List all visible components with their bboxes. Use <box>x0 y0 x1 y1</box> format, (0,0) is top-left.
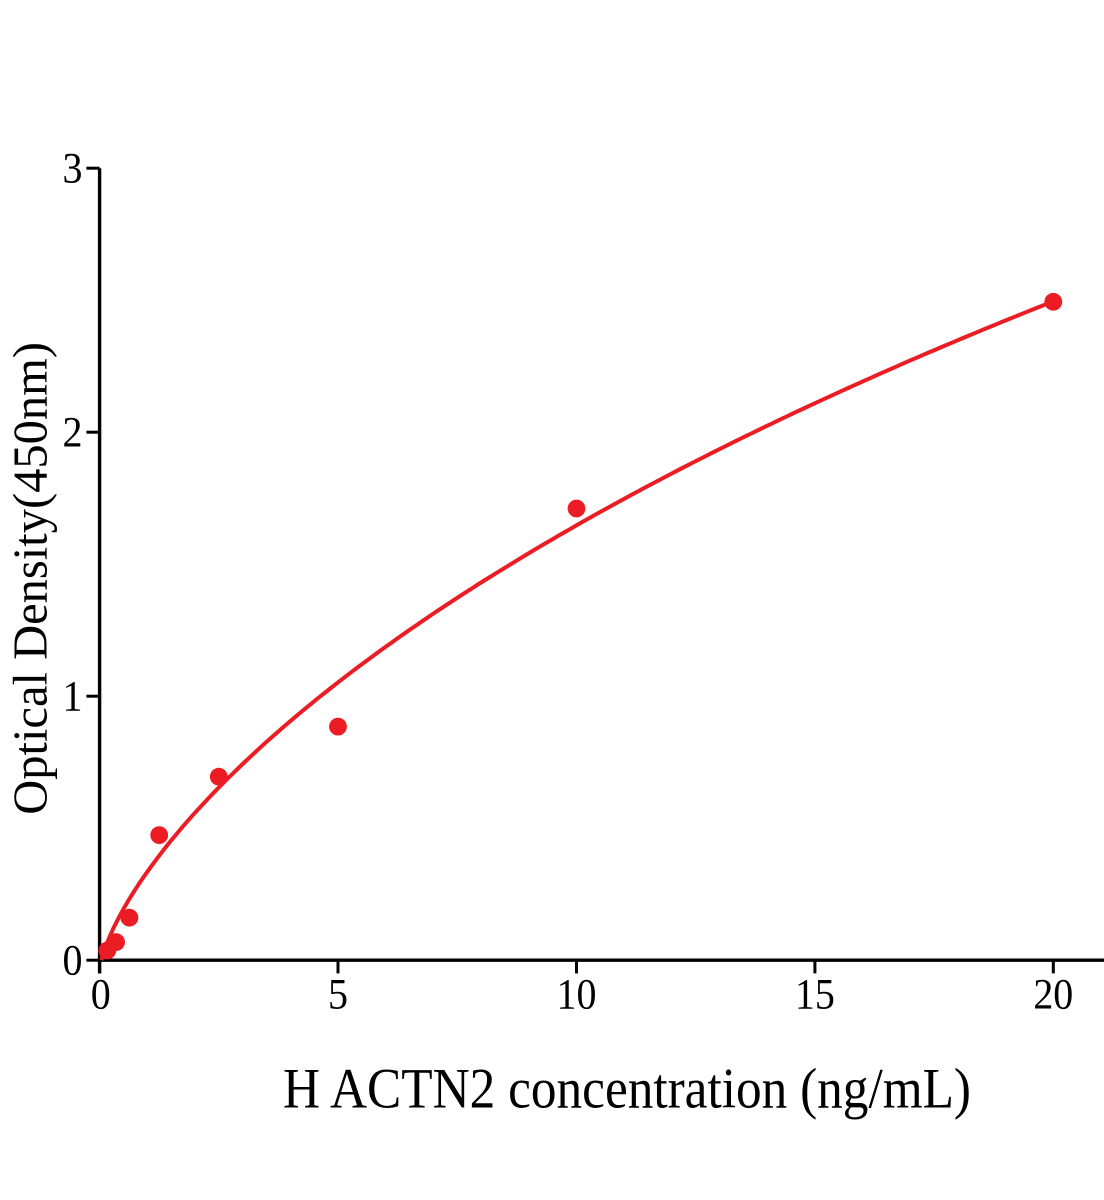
svg-text:1: 1 <box>63 672 83 720</box>
svg-text:10: 10 <box>557 970 597 1018</box>
svg-text:2: 2 <box>63 408 83 456</box>
svg-text:3: 3 <box>63 144 83 192</box>
svg-text:15: 15 <box>795 970 835 1018</box>
svg-text:20: 20 <box>1033 970 1073 1018</box>
svg-text:Optical Density(450nm): Optical Density(450nm) <box>5 342 58 815</box>
svg-text:5: 5 <box>328 970 348 1018</box>
svg-text:H ACTN2 concentration (ng/mL): H ACTN2 concentration (ng/mL) <box>283 1057 971 1120</box>
svg-text:0: 0 <box>63 936 83 984</box>
svg-text:0: 0 <box>91 970 111 1018</box>
